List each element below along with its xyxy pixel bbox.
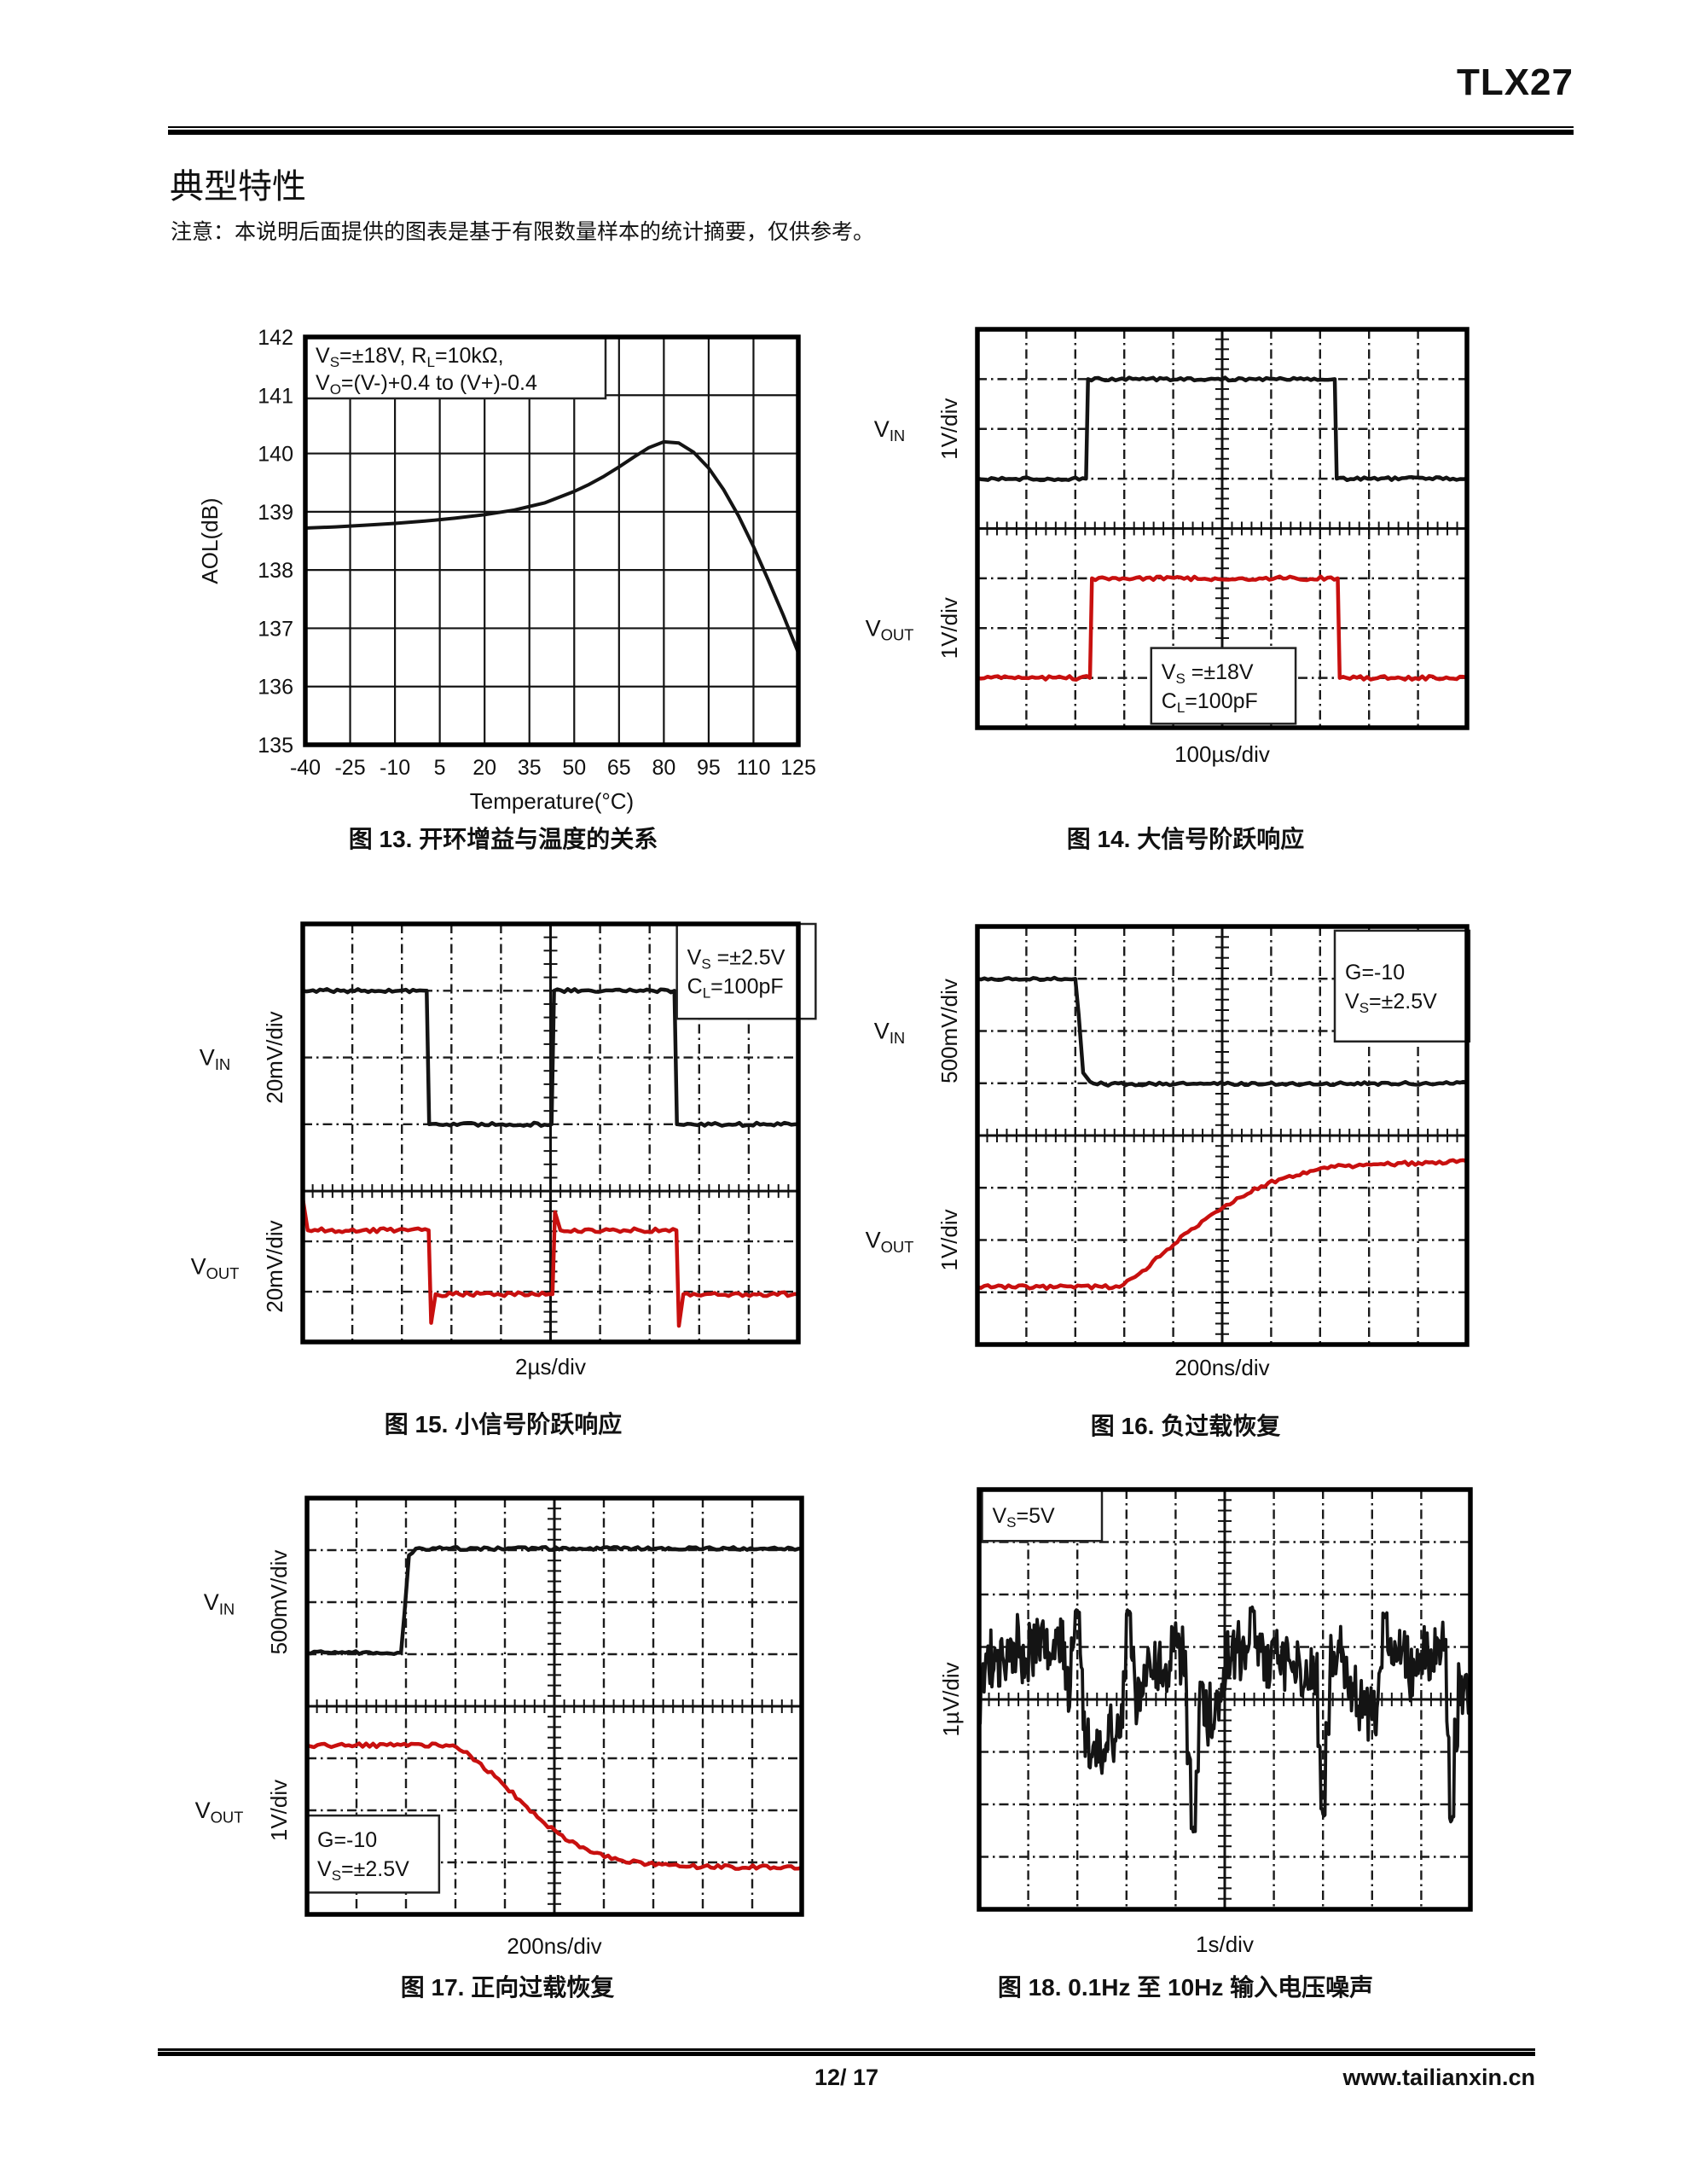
svg-text:VOUT: VOUT xyxy=(866,615,914,643)
figure-18-plot: VS=5V 1µV/div 1s/div xyxy=(938,1487,1473,1957)
figure-16-caption: 图 16. 负过载恢复 xyxy=(1090,1413,1281,1439)
svg-text:1V/div: 1V/div xyxy=(936,597,962,659)
svg-text:5: 5 xyxy=(434,756,446,780)
svg-text:50: 50 xyxy=(562,756,586,780)
figure-18-caption: 图 18. 0.1Hz 至 10Hz 输入电压噪声 xyxy=(997,1974,1374,2001)
svg-text:2µs/div: 2µs/div xyxy=(515,1354,586,1380)
svg-text:80: 80 xyxy=(652,756,675,780)
section-title: 典型特性 xyxy=(170,167,306,206)
svg-text:VS=±2.5V: VS=±2.5V xyxy=(1345,990,1437,1016)
footer-website: www.tailianxin.cn xyxy=(1342,2065,1535,2090)
figure-13-plot: VS=±18V, RL=10kΩ,VO=(V-)+0.4 to (V+)-0.4… xyxy=(197,326,816,814)
figure-15-caption: 图 15. 小信号阶跃响应 xyxy=(384,1411,623,1438)
figure-14-caption: 图 14. 大信号阶跃响应 xyxy=(1066,826,1305,852)
svg-text:CL=100pF: CL=100pF xyxy=(1162,689,1258,716)
svg-text:100µs/div: 100µs/div xyxy=(1174,741,1270,767)
svg-text:AOL(dB): AOL(dB) xyxy=(197,497,223,584)
svg-text:95: 95 xyxy=(697,756,721,780)
svg-text:20: 20 xyxy=(472,756,496,780)
svg-text:500mV/div: 500mV/div xyxy=(266,1550,292,1655)
doc-title: TLX27 xyxy=(1456,61,1574,103)
footer-rule xyxy=(158,2048,1535,2056)
svg-text:141: 141 xyxy=(258,384,293,408)
svg-text:-10: -10 xyxy=(380,756,410,780)
svg-text:20mV/div: 20mV/div xyxy=(262,1220,287,1312)
svg-text:-40: -40 xyxy=(290,756,321,780)
figure-17-caption: 图 17. 正向过载恢复 xyxy=(400,1974,615,2001)
svg-text:65: 65 xyxy=(607,756,631,780)
svg-text:1V/div: 1V/div xyxy=(266,1780,292,1841)
svg-text:1V/div: 1V/div xyxy=(936,398,962,460)
figure-17-plot: G=-10 VS=±2.5V VIN 500mV/div VOUT 1V/div 200ns… xyxy=(195,1496,804,1959)
note-text: 注意：本说明后面提供的图表是基于有限数量样本的统计摘要，仅供参考。 xyxy=(171,221,875,244)
svg-text:135: 135 xyxy=(258,734,293,758)
svg-text:200ns/div: 200ns/div xyxy=(1174,1355,1269,1380)
svg-text:35: 35 xyxy=(518,756,542,780)
svg-text:20mV/div: 20mV/div xyxy=(262,1011,287,1103)
svg-text:140: 140 xyxy=(258,443,293,467)
svg-text:Temperature(°C): Temperature(°C) xyxy=(470,788,634,814)
svg-text:136: 136 xyxy=(258,676,293,700)
header-rule xyxy=(168,126,1574,135)
svg-text:VOUT: VOUT xyxy=(191,1254,240,1282)
svg-text:139: 139 xyxy=(258,501,293,525)
svg-text:1s/div: 1s/div xyxy=(1196,1931,1254,1957)
svg-text:VIN: VIN xyxy=(204,1589,235,1618)
svg-text:G=-10: G=-10 xyxy=(1345,961,1405,985)
svg-text:VIN: VIN xyxy=(200,1045,230,1073)
svg-text:200ns/div: 200ns/div xyxy=(507,1933,601,1959)
footer-page-number: 12/ 17 xyxy=(814,2065,879,2090)
svg-text:125: 125 xyxy=(780,756,816,780)
svg-text:VS=±18V, RL=10kΩ,: VS=±18V, RL=10kΩ, xyxy=(316,344,504,370)
svg-text:VIN: VIN xyxy=(874,416,905,444)
svg-text:CL=100pF: CL=100pF xyxy=(687,975,784,1002)
svg-text:VOUT: VOUT xyxy=(195,1798,244,1826)
svg-text:142: 142 xyxy=(258,326,293,350)
svg-text:VS =±2.5V: VS =±2.5V xyxy=(687,946,786,973)
svg-text:VIN: VIN xyxy=(874,1019,905,1047)
svg-text:137: 137 xyxy=(258,617,293,641)
svg-text:110: 110 xyxy=(737,756,771,780)
svg-text:1µV/div: 1µV/div xyxy=(938,1662,964,1736)
svg-text:G=-10: G=-10 xyxy=(317,1828,377,1852)
svg-text:VS =±18V: VS =±18V xyxy=(1162,660,1254,687)
figure-13-caption: 图 13. 开环增益与温度的关系 xyxy=(348,826,658,852)
svg-text:VS=±2.5V: VS=±2.5V xyxy=(317,1857,409,1884)
svg-text:500mV/div: 500mV/div xyxy=(936,979,962,1083)
svg-text:138: 138 xyxy=(258,559,293,583)
figure-16-plot: G=-10 VS=±2.5V VIN 500mV/div VOUT 1V/div 200ns… xyxy=(866,924,1471,1380)
svg-text:1V/div: 1V/div xyxy=(936,1209,962,1270)
svg-text:VOUT: VOUT xyxy=(866,1228,914,1256)
svg-text:VO=(V-)+0.4 to (V+)-0.4: VO=(V-)+0.4 to (V+)-0.4 xyxy=(316,371,537,398)
svg-text:VS=5V: VS=5V xyxy=(992,1504,1055,1531)
svg-text:-25: -25 xyxy=(334,756,365,780)
